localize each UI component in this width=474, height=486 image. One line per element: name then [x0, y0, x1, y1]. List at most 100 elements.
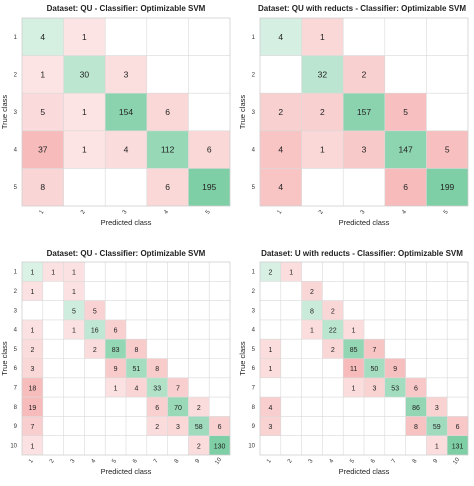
cell-value: 3 [372, 385, 376, 392]
matrix-cell [260, 416, 281, 436]
cell-value: 4 [124, 145, 129, 155]
cell-value: 199 [440, 182, 454, 192]
matrix-cell [146, 168, 189, 206]
cell-value: 1 [310, 328, 314, 335]
cell-value: 8 [40, 182, 45, 192]
x-tick-label: 6 [370, 458, 377, 465]
y-tick-label: 6 [14, 366, 18, 372]
matrix-cell [426, 416, 448, 436]
cell-value: 4 [278, 182, 283, 192]
matrix-cell [22, 377, 43, 398]
matrix-cell [22, 358, 43, 378]
cell-value: 1 [72, 270, 76, 277]
y-tick-label: 1 [14, 270, 18, 276]
x-tick-label: 7 [391, 458, 398, 465]
x-tick-label: 2 [80, 209, 87, 216]
y-tick-label: 3 [14, 110, 18, 116]
matrix-cell [301, 281, 323, 301]
cell-value: 1 [114, 385, 118, 392]
matrix-cell [188, 397, 210, 417]
matrix-cell [343, 319, 364, 340]
cell-value: 5 [72, 308, 76, 315]
matrix-cell [146, 93, 189, 131]
cell-value: 11 [350, 366, 357, 373]
matrix-cell [343, 130, 385, 169]
y-tick-label: 2 [14, 72, 18, 78]
matrix-cell [42, 262, 64, 282]
cell-value: 2 [310, 289, 314, 296]
cell-value: 3 [268, 424, 272, 431]
cell-value: 7 [372, 347, 376, 354]
y-tick-label: 10 [10, 443, 17, 449]
matrix-cell [22, 168, 64, 206]
cell-value: 6 [155, 405, 159, 412]
y-axis-label: True class [238, 95, 247, 130]
matrix-frame [259, 261, 469, 456]
matrix-cell [364, 358, 385, 378]
matrix-cell [22, 55, 64, 94]
cell-value: 1 [352, 328, 356, 335]
cell-value: 130 [214, 443, 226, 450]
cell-value: 6 [456, 424, 460, 431]
confusion-matrix-panel-1: Dataset: QU - Classifier: Optimizable SV… [0, 4, 231, 227]
y-tick-label: 1 [252, 270, 256, 276]
y-tick-label: 4 [252, 148, 256, 154]
x-tick-label: 6 [132, 458, 139, 465]
cell-value: 8 [155, 366, 159, 373]
cell-value: 131 [452, 443, 464, 450]
x-tick-label: 4 [91, 458, 98, 465]
cell-value: 59 [433, 424, 441, 431]
panel-title: Dataset: QU - Classifier: Optimizable SV… [47, 4, 206, 13]
matrix-cell [22, 18, 64, 56]
cell-value: 4 [278, 145, 283, 155]
matrix-cell [63, 262, 85, 282]
cell-value: 1 [72, 289, 76, 296]
matrix-cell [63, 281, 85, 301]
cell-value: 22 [329, 328, 337, 335]
cell-value: 1 [268, 347, 272, 354]
cell-value: 9 [114, 366, 118, 373]
matrix-cell [22, 93, 64, 131]
matrix-cell [260, 262, 281, 282]
matrix-cell [105, 93, 147, 131]
matrix-cell [22, 435, 43, 455]
x-tick-label: 4 [401, 209, 408, 216]
y-tick-label: 2 [14, 289, 18, 295]
y-tick-label: 3 [14, 308, 18, 314]
matrix-cell [260, 18, 302, 56]
matrix-cell [146, 397, 168, 417]
cell-value: 3 [124, 69, 129, 79]
matrix-cell [343, 358, 364, 378]
panel-title: Dataset: QU with reducts - Classifier: O… [258, 4, 466, 13]
y-tick-label: 9 [252, 424, 256, 430]
cell-value: 8 [310, 308, 314, 315]
matrix-cell [426, 397, 448, 417]
x-tick-label: 1 [277, 209, 284, 216]
matrix-cell [126, 358, 147, 378]
x-tick-label: 3 [70, 458, 77, 465]
x-tick-label: 5 [443, 209, 450, 216]
matrix-frame [21, 261, 231, 456]
y-tick-label: 4 [14, 328, 18, 334]
x-tick-label: 10 [214, 456, 223, 465]
cell-value: 2 [268, 270, 272, 277]
matrix-cell [63, 319, 85, 340]
cell-value: 1 [72, 328, 76, 335]
matrix-cell [22, 262, 43, 282]
matrix-cell [84, 300, 106, 320]
matrix-frame [259, 17, 469, 207]
cell-value: 30 [80, 69, 90, 79]
x-tick-label: 8 [174, 458, 181, 465]
y-axis-label: True class [238, 341, 247, 376]
cell-value: 1 [82, 32, 87, 42]
cell-value: 6 [165, 107, 170, 117]
cell-value: 2 [30, 347, 34, 354]
cell-value: 1 [30, 270, 34, 277]
matrix-cell [322, 319, 344, 340]
matrix-cell [22, 319, 43, 340]
y-tick-label: 2 [252, 289, 256, 295]
cell-value: 6 [165, 182, 170, 192]
x-tick-label: 1 [39, 209, 46, 216]
matrix-cell [126, 377, 147, 398]
cell-value: 1 [30, 328, 34, 335]
